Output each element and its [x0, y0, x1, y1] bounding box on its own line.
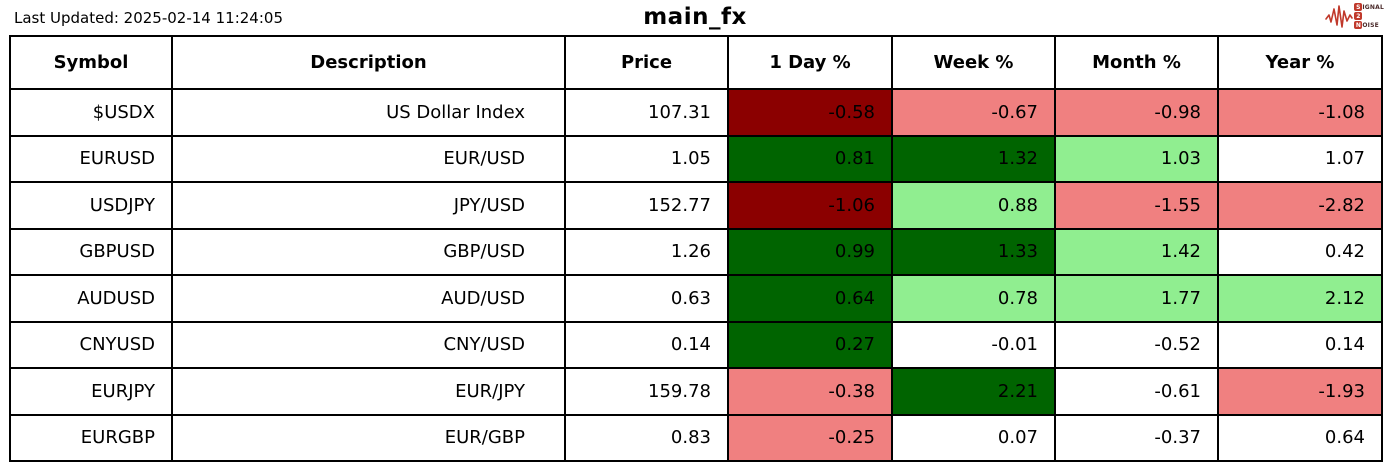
symbol-cell: EURJPY — [9, 367, 173, 416]
symbol-cell: USDJPY — [9, 181, 173, 230]
symbol-cell: GBPUSD — [9, 227, 173, 276]
column-header-description: Description — [171, 35, 566, 90]
year-change-cell: -1.08 — [1217, 88, 1383, 137]
column-header-price: Price — [564, 35, 729, 90]
month-change-cell: -0.37 — [1054, 413, 1219, 462]
logo-line-signal: S IGNAL — [1354, 3, 1384, 11]
page-title: main_fx — [643, 4, 747, 30]
year-change-cell: 2.12 — [1217, 274, 1383, 323]
symbol-cell: EURUSD — [9, 134, 173, 183]
month-change-cell: 1.03 — [1054, 134, 1219, 183]
year-change-cell: -1.93 — [1217, 367, 1383, 416]
table-row: EURUSD EUR/USD 1.05 0.81 1.32 1.03 1.07 — [9, 134, 1383, 183]
symbol-cell: CNYUSD — [9, 320, 173, 369]
symbol-cell: AUDUSD — [9, 274, 173, 323]
column-header-week: Week % — [891, 35, 1056, 90]
price-cell: 159.78 — [564, 367, 729, 416]
week-change-cell: 1.33 — [891, 227, 1056, 276]
table-row: GBPUSD GBP/USD 1.26 0.99 1.33 1.42 0.42 — [9, 227, 1383, 276]
1day-change-cell: 0.81 — [727, 134, 893, 183]
description-cell: EUR/GBP — [171, 413, 566, 462]
symbol-cell: $USDX — [9, 88, 173, 137]
1day-change-cell: -0.25 — [727, 413, 893, 462]
1day-change-cell: 0.99 — [727, 227, 893, 276]
logo-badge-s: S — [1354, 3, 1363, 11]
description-cell: JPY/USD — [171, 181, 566, 230]
month-change-cell: -0.52 — [1054, 320, 1219, 369]
logo-text: S IGNAL 2 N OISE — [1354, 3, 1384, 29]
table-row: CNYUSD CNY/USD 0.14 0.27 -0.01 -0.52 0.14 — [9, 320, 1383, 369]
column-header-month: Month % — [1054, 35, 1219, 90]
table-row: AUDUSD AUD/USD 0.63 0.64 0.78 1.77 2.12 — [9, 274, 1383, 323]
1day-change-cell: -0.38 — [727, 367, 893, 416]
month-change-cell: -0.98 — [1054, 88, 1219, 137]
week-change-cell: 0.88 — [891, 181, 1056, 230]
description-cell: GBP/USD — [171, 227, 566, 276]
table-header-row: Symbol Description Price 1 Day % Week % … — [9, 35, 1383, 90]
week-change-cell: 0.78 — [891, 274, 1056, 323]
column-header-1day: 1 Day % — [727, 35, 893, 90]
column-header-year: Year % — [1217, 35, 1383, 90]
description-cell: EUR/JPY — [171, 367, 566, 416]
logo-text-ignal: IGNAL — [1362, 3, 1384, 11]
price-cell: 107.31 — [564, 88, 729, 137]
1day-change-cell: 0.64 — [727, 274, 893, 323]
last-updated-label: Last Updated: 2025-02-14 11:24:05 — [14, 9, 283, 27]
fx-table: Symbol Description Price 1 Day % Week % … — [9, 35, 1383, 462]
year-change-cell: 1.07 — [1217, 134, 1383, 183]
month-change-cell: -1.55 — [1054, 181, 1219, 230]
logo-badge-n: N — [1354, 21, 1363, 29]
logo-text-oise: OISE — [1362, 21, 1379, 29]
price-cell: 1.05 — [564, 134, 729, 183]
week-change-cell: 0.07 — [891, 413, 1056, 462]
year-change-cell: 0.14 — [1217, 320, 1383, 369]
1day-change-cell: -1.06 — [727, 181, 893, 230]
description-cell: US Dollar Index — [171, 88, 566, 137]
description-cell: EUR/USD — [171, 134, 566, 183]
price-cell: 0.63 — [564, 274, 729, 323]
logo-line-noise: N OISE — [1354, 21, 1384, 29]
description-cell: CNY/USD — [171, 320, 566, 369]
price-cell: 1.26 — [564, 227, 729, 276]
month-change-cell: 1.77 — [1054, 274, 1219, 323]
price-cell: 0.14 — [564, 320, 729, 369]
fx-table-body: $USDX US Dollar Index 107.31 -0.58 -0.67 -0.9… — [9, 88, 1383, 462]
symbol-cell: EURGBP — [9, 413, 173, 462]
table-row: EURGBP EUR/GBP 0.83 -0.25 0.07 -0.37 0.64 — [9, 413, 1383, 462]
year-change-cell: -2.82 — [1217, 181, 1383, 230]
description-cell: AUD/USD — [171, 274, 566, 323]
price-cell: 152.77 — [564, 181, 729, 230]
table-row: USDJPY JPY/USD 152.77 -1.06 0.88 -1.55 -2.82 — [9, 181, 1383, 230]
column-header-symbol: Symbol — [9, 35, 173, 90]
year-change-cell: 0.64 — [1217, 413, 1383, 462]
price-cell: 0.83 — [564, 413, 729, 462]
week-change-cell: 1.32 — [891, 134, 1056, 183]
month-change-cell: -0.61 — [1054, 367, 1219, 416]
signal2noise-logo: S IGNAL 2 N OISE — [1325, 2, 1384, 30]
week-change-cell: -0.67 — [891, 88, 1056, 137]
month-change-cell: 1.42 — [1054, 227, 1219, 276]
week-change-cell: -0.01 — [891, 320, 1056, 369]
logo-line-2: 2 — [1354, 12, 1384, 20]
table-row: $USDX US Dollar Index 107.31 -0.58 -0.67 -0.9… — [9, 88, 1383, 137]
week-change-cell: 2.21 — [891, 367, 1056, 416]
logo-badge-2: 2 — [1354, 12, 1363, 20]
1day-change-cell: 0.27 — [727, 320, 893, 369]
year-change-cell: 0.42 — [1217, 227, 1383, 276]
waveform-icon — [1325, 5, 1354, 28]
1day-change-cell: -0.58 — [727, 88, 893, 137]
table-row: EURJPY EUR/JPY 159.78 -0.38 2.21 -0.61 -1.93 — [9, 367, 1383, 416]
